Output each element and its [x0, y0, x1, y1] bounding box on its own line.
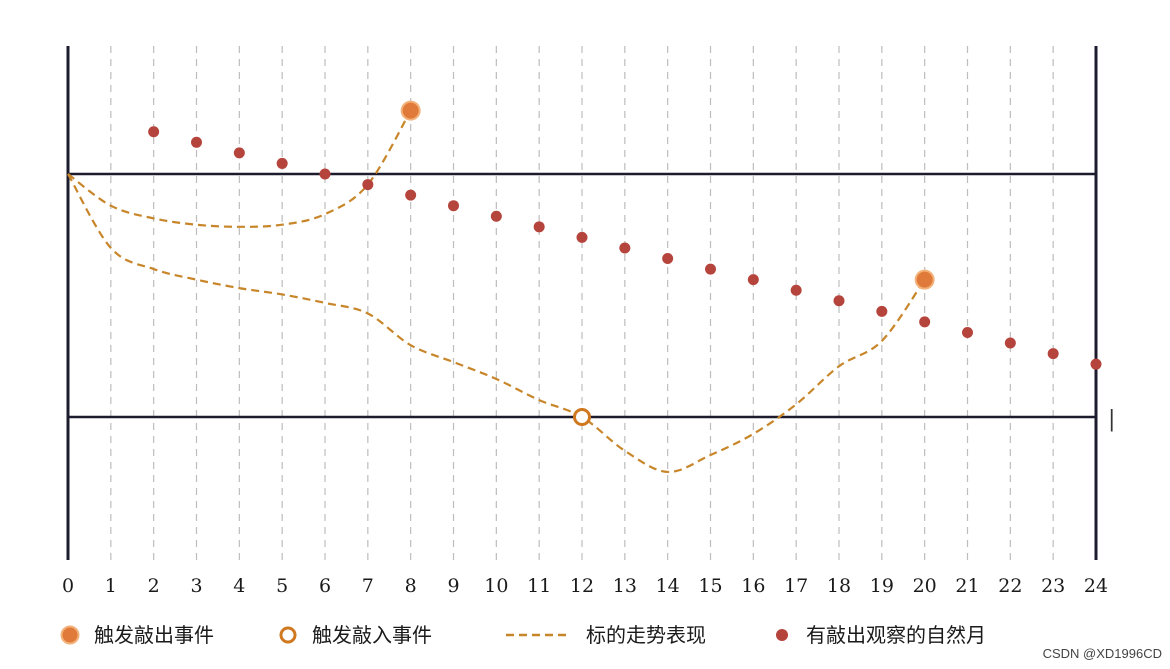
- x-tick-label-15: 15: [698, 575, 722, 597]
- observation-point-month-15: [705, 263, 716, 275]
- x-tick-label-3: 3: [190, 575, 202, 597]
- observation-point-month-7: [362, 179, 374, 191]
- observation-point-month-2: [148, 126, 160, 138]
- observation-point-month-13: [619, 242, 631, 254]
- observation-point-month-19: [876, 305, 888, 317]
- legend-knock-out-icon: [60, 625, 80, 645]
- observation-point-month-6: [319, 168, 331, 180]
- x-tick-label-4: 4: [233, 575, 245, 597]
- x-tick-label-19: 19: [870, 575, 894, 597]
- grid-layer: [110, 46, 1054, 560]
- series-layer: [67, 100, 1102, 474]
- x-tick-label-8: 8: [405, 575, 417, 597]
- observation-point-month-11: [533, 221, 545, 233]
- observation-point-month-9: [448, 200, 459, 212]
- knock-out-event-marker-20: [914, 269, 935, 290]
- x-tick-label-21: 21: [955, 575, 979, 597]
- x-tick-label-13: 13: [613, 575, 637, 597]
- x-tick-label-18: 18: [827, 575, 851, 597]
- x-tick-label-10: 10: [484, 575, 508, 597]
- knock-out-event-marker-8: [400, 100, 421, 121]
- underlying-path-2: [67, 173, 926, 474]
- x-tick-label-24: 24: [1084, 575, 1108, 597]
- knock-in-event-marker-12: [573, 408, 591, 426]
- observation-point-month-10: [490, 210, 502, 222]
- x-tick-label-5: 5: [276, 575, 288, 597]
- legend-item-2: 触发敲入事件: [279, 623, 432, 647]
- observation-point-month-8: [405, 189, 417, 201]
- x-tick-label-14: 14: [656, 575, 680, 597]
- observation-point-month-16: [747, 274, 759, 286]
- x-tick-label-16: 16: [741, 575, 765, 597]
- x-tick-label-11: 11: [527, 575, 551, 597]
- legend-item-1: 触发敲出事件: [60, 623, 214, 647]
- legend-knock-in-icon: [279, 626, 297, 644]
- observation-point-month-21: [962, 326, 973, 338]
- observation-point-month-5: [276, 157, 288, 169]
- observation-point-month-17: [790, 284, 802, 296]
- observation-point-month-4: [233, 147, 245, 159]
- legend: 触发敲出事件 触发敲入事件 标的走势表现 有敲出观察的自然月: [60, 623, 986, 647]
- legend-item-3: 标的走势表现: [506, 623, 706, 647]
- legend-observation-dot-icon: [776, 629, 788, 641]
- legend-item-4: 有敲出观察的自然月: [776, 623, 986, 647]
- x-tick-label-9: 9: [447, 575, 459, 597]
- x-tick-label-7: 7: [362, 575, 374, 597]
- legend-label-4: 有敲出观察的自然月: [806, 623, 986, 647]
- observation-point-month-12: [576, 231, 588, 243]
- legend-label-1: 触发敲出事件: [94, 623, 214, 647]
- x-tick-labels: 0 1 2 3 4 5 6 7 8 9 10 11 12 13 14 15 16 17 18 19 20 21 22 23 24: [62, 575, 1108, 597]
- observation-point-month-23: [1047, 348, 1059, 360]
- observation-point-month-18: [833, 295, 845, 307]
- legend-label-2: 触发敲入事件: [312, 623, 432, 647]
- x-tick-label-20: 20: [913, 575, 937, 597]
- observation-point-month-3: [191, 136, 202, 148]
- observation-point-month-24: [1090, 358, 1102, 370]
- observation-point-month-20: [919, 316, 931, 328]
- x-tick-label-12: 12: [570, 575, 594, 597]
- right-end-mark: |: [1108, 407, 1115, 432]
- legend-label-3: 标的走势表现: [586, 623, 706, 647]
- x-tick-label-2: 2: [148, 575, 160, 597]
- x-tick-label-23: 23: [1041, 575, 1065, 597]
- axes-layer: |: [66, 46, 1115, 560]
- x-tick-label-0: 0: [62, 575, 74, 597]
- observation-point-month-22: [1004, 337, 1016, 349]
- x-tick-label-6: 6: [319, 575, 331, 597]
- x-tick-label-22: 22: [998, 575, 1022, 597]
- observation-point-month-14: [662, 253, 674, 265]
- x-tick-label-17: 17: [784, 575, 808, 597]
- watermark: CSDN @XD1996CD: [1042, 646, 1162, 661]
- x-tick-label-1: 1: [105, 575, 117, 597]
